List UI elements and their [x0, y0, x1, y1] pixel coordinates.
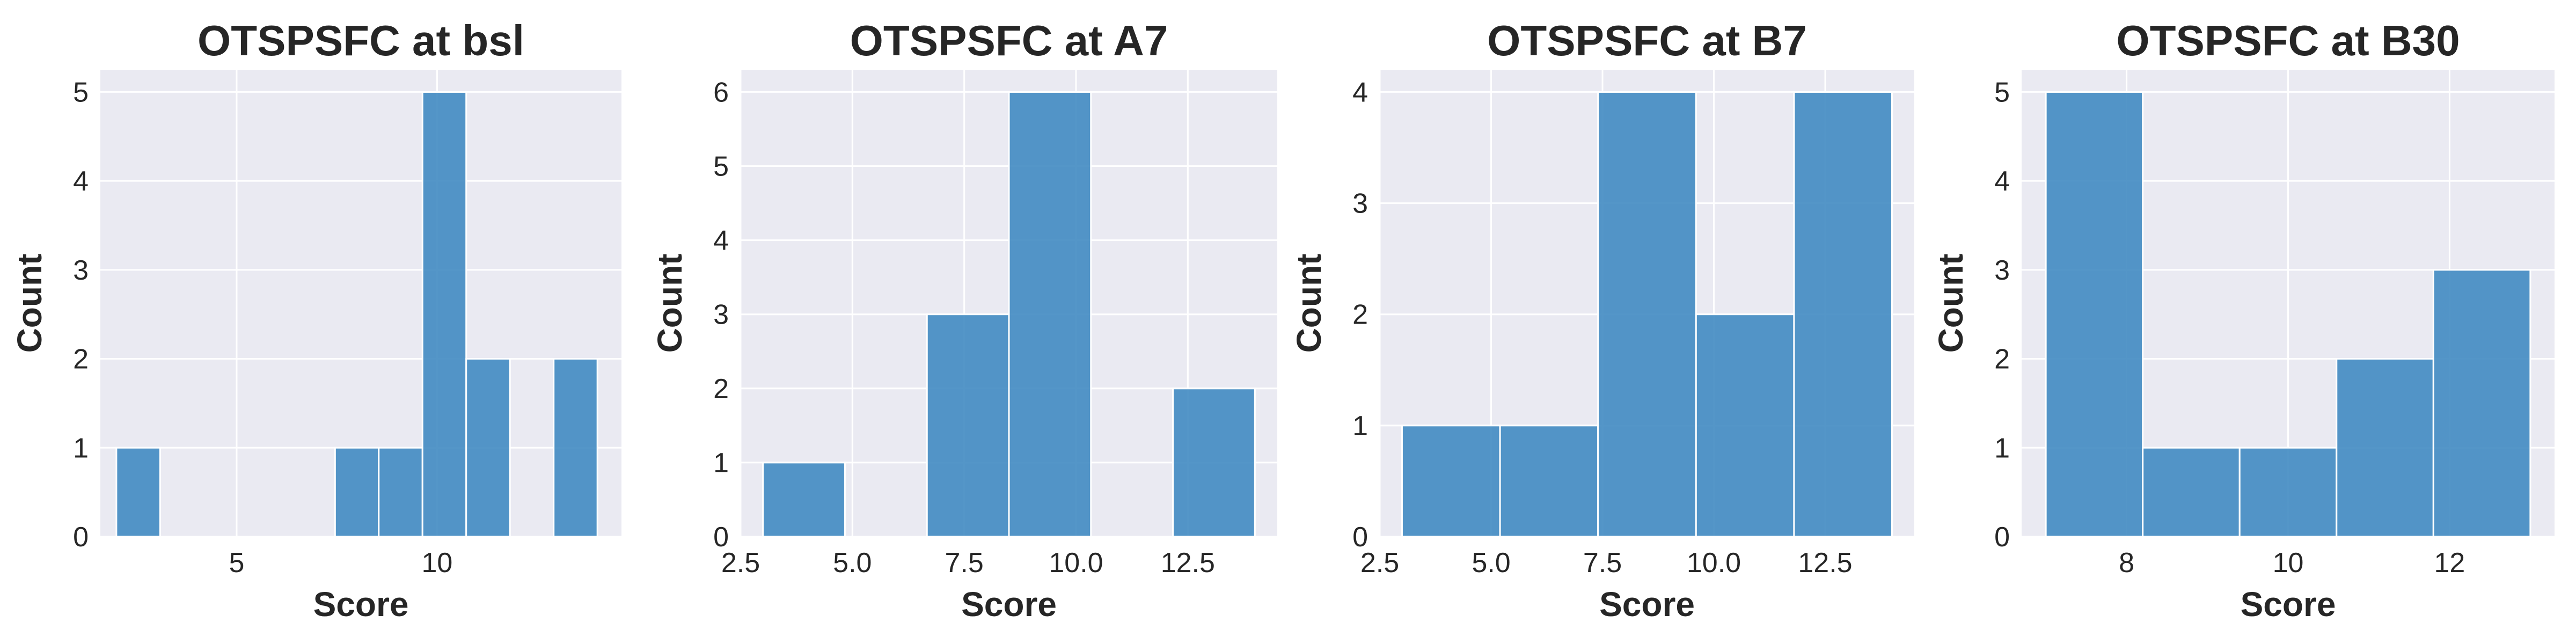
histogram-bar: [1695, 313, 1795, 538]
histogram-bar: [2045, 91, 2144, 538]
histogram-bar: [762, 462, 846, 538]
histogram-bar: [378, 447, 423, 538]
chart-title: OTSPSFC at A7: [850, 17, 1168, 64]
y-tick-label: 5: [1994, 77, 2010, 108]
x-axis-label: Score: [313, 585, 409, 624]
y-tick-label: 4: [1352, 77, 1368, 108]
y-tick-label: 1: [1994, 433, 2010, 464]
x-tick-label: 12: [2434, 547, 2465, 579]
y-tick-label: 3: [73, 255, 89, 286]
chart-panel-3: 2.5 5.0 7.5 10.0 12.5 0 1 2 3 4 OTSPSFC at B7 Score…: [1290, 17, 1914, 624]
x-tick-label: 7.5: [1583, 547, 1622, 579]
y-tick-label: 1: [713, 448, 729, 479]
y-tick-label: 4: [713, 225, 729, 257]
chart-title: OTSPSFC at B7: [1487, 17, 1807, 64]
x-tick-label: 12.5: [1161, 547, 1215, 579]
x-tick-label: 10: [421, 547, 452, 579]
x-tick-label: 2.5: [1360, 547, 1399, 579]
histogram-bar: [421, 91, 467, 538]
x-tick-label: 2.5: [721, 547, 760, 579]
x-tick-label: 10.0: [1049, 547, 1103, 579]
y-tick-label: 1: [1352, 411, 1368, 442]
histogram-bar: [1401, 425, 1501, 538]
histogram-bar: [1793, 91, 1893, 538]
y-tick-label: 2: [713, 374, 729, 405]
histogram-bar: [2238, 447, 2338, 538]
histogram-bar: [926, 313, 1010, 538]
histogram-bar: [334, 447, 380, 538]
histogram-bar: [553, 358, 598, 538]
x-axis-label: Score: [961, 585, 1057, 624]
histogram-bar: [2432, 269, 2531, 538]
y-tick-label: 5: [713, 151, 729, 182]
y-tick-label: 0: [1994, 522, 2010, 553]
x-tick-label: 8: [2119, 547, 2134, 579]
histogram-bar: [115, 447, 161, 538]
x-tick-label: 10.0: [1687, 547, 1741, 579]
y-tick-label: 3: [1994, 255, 2010, 286]
y-tick-label: 2: [73, 344, 89, 375]
chart-title: OTSPSFC at bsl: [197, 17, 524, 64]
x-tick-label: 5.0: [833, 547, 872, 579]
chart-title: OTSPSFC at B30: [2116, 17, 2460, 64]
chart-panel-1: 5 10 0 1 2 3 4 5 OTSPSFC at bsl Score Count: [10, 17, 621, 624]
histogram-bar: [2336, 358, 2434, 538]
y-tick-label: 0: [73, 522, 89, 553]
y-tick-label: 1: [73, 433, 89, 464]
histogram-bar: [465, 358, 511, 538]
y-tick-label: 0: [713, 522, 729, 553]
histogram-bar: [1172, 387, 1256, 538]
x-tick-label: 7.5: [945, 547, 984, 579]
y-tick-label: 3: [713, 299, 729, 331]
y-axis-label: Count: [1931, 254, 1970, 353]
histogram-bar: [1597, 91, 1697, 538]
histogram-bar: [1008, 91, 1092, 538]
x-tick-label: 5: [229, 547, 244, 579]
chart-panel-2: 2.5 5.0 7.5 10.0 12.5 0 1 2 3 4 5 6 OTSPSFC at A7 Sco…: [650, 17, 1277, 624]
y-tick-label: 6: [713, 77, 729, 108]
x-tick-label: 10: [2273, 547, 2304, 579]
x-axis-label: Score: [2241, 585, 2336, 624]
y-axis-label: Count: [650, 254, 689, 353]
y-tick-label: 4: [1994, 166, 2010, 197]
y-tick-label: 4: [73, 166, 89, 197]
y-axis-label: Count: [10, 254, 49, 353]
y-tick-label: 3: [1352, 188, 1368, 219]
x-axis-label: Score: [1599, 585, 1695, 624]
y-tick-label: 2: [1352, 299, 1368, 331]
histogram-bar: [1499, 425, 1599, 538]
histogram-bar: [2142, 447, 2241, 538]
x-tick-label: 12.5: [1798, 547, 1852, 579]
y-tick-label: 5: [73, 77, 89, 108]
y-tick-label: 0: [1352, 522, 1368, 553]
y-axis-label: Count: [1290, 254, 1328, 353]
y-tick-label: 2: [1994, 344, 2010, 375]
x-tick-label: 5.0: [1472, 547, 1510, 579]
